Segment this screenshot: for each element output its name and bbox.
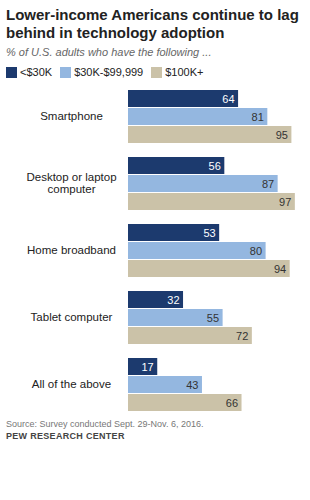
svg-text:56: 56 xyxy=(209,160,221,172)
html-text:$30K-$99,999: $30K-$99,999 xyxy=(74,66,144,78)
svg-text:80: 80 xyxy=(250,245,262,257)
html-text:PEW RESEARCH CENTER: PEW RESEARCH CENTER xyxy=(6,431,125,441)
svg-text:Smartphone: Smartphone xyxy=(40,110,103,122)
html-text:Source: Survey conducted Sept.: Source: Survey conducted Sept. 29-Nov. 6… xyxy=(6,419,204,429)
svg-text:66: 66 xyxy=(226,397,238,409)
svg-text:87: 87 xyxy=(262,178,274,190)
svg-text:81: 81 xyxy=(252,111,264,123)
svg-text:17: 17 xyxy=(141,361,153,373)
svg-text:95: 95 xyxy=(276,129,288,141)
svg-text:Home broadband: Home broadband xyxy=(27,244,116,256)
svg-text:97: 97 xyxy=(279,196,291,208)
svg-text:All of the above: All of the above xyxy=(32,378,111,390)
svg-text:94: 94 xyxy=(274,263,286,275)
html-text:$100K+: $100K+ xyxy=(165,66,204,78)
html-text:Lower-income Americans continu: Lower-income Americans continue to lag b… xyxy=(6,6,299,41)
svg-text:43: 43 xyxy=(186,379,198,391)
svg-text:55: 55 xyxy=(207,312,219,324)
svg-text:53: 53 xyxy=(203,227,215,239)
html-text:% of U.S. adults who have the: % of U.S. adults who have the following … xyxy=(6,46,212,58)
svg-text:72: 72 xyxy=(236,330,248,342)
svg-text:Tablet computer: Tablet computer xyxy=(31,311,113,323)
svg-text:64: 64 xyxy=(222,93,234,105)
svg-text:Desktop or laptopcomputer: Desktop or laptopcomputer xyxy=(26,171,116,195)
svg-text:32: 32 xyxy=(167,294,179,306)
html-text:<$30K: <$30K xyxy=(20,66,53,78)
